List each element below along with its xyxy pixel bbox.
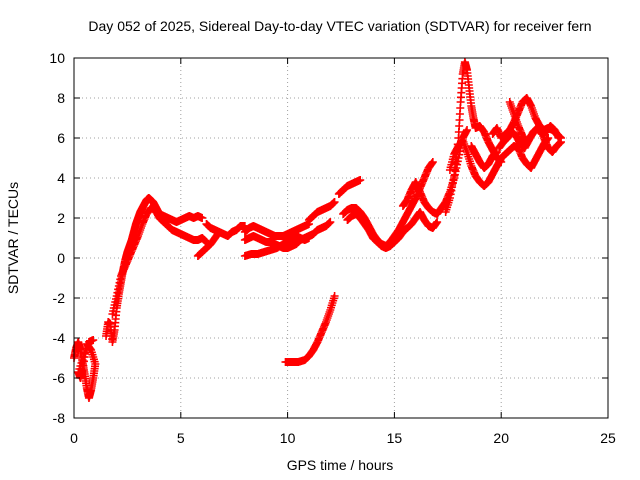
x-tick-label: 10 [280, 430, 296, 446]
data-point [356, 176, 365, 184]
y-tick-label: -2 [53, 290, 66, 306]
plot-frame [73, 57, 609, 419]
data-point [428, 158, 437, 166]
x-tick-label: 0 [70, 430, 78, 446]
data-point [330, 198, 339, 206]
chart-title: Day 052 of 2025, Sidereal Day-to-day VTE… [88, 18, 591, 34]
y-tick-label: 8 [57, 90, 65, 106]
y-tick-label: 4 [57, 170, 65, 186]
y-tick-label: 10 [49, 50, 65, 66]
y-tick-label: -4 [53, 330, 66, 346]
data-point [326, 218, 335, 226]
x-tick-label: 20 [493, 430, 509, 446]
data-point [554, 134, 563, 142]
data-point [330, 292, 339, 300]
data-point [89, 336, 98, 344]
y-tick-label: -8 [53, 410, 66, 426]
data-point [215, 228, 224, 236]
data-point [433, 218, 442, 226]
y-tick-label: 0 [57, 250, 65, 266]
x-tick-label: 25 [600, 430, 616, 446]
y-tick-label: 6 [57, 130, 65, 146]
y-tick-label: -6 [53, 370, 66, 386]
x-axis-label: GPS time / hours [287, 457, 394, 473]
x-tick-label: 5 [177, 430, 185, 446]
data-point [463, 126, 472, 134]
x-tick-label: 15 [387, 430, 403, 446]
data-point [304, 234, 313, 242]
y-axis-label: SDTVAR / TECUs [5, 182, 21, 294]
y-axis-ticks: -8 -6 -4 -2 0 2 4 6 8 10 [49, 50, 608, 426]
y-tick-label: 2 [57, 210, 65, 226]
grid [74, 58, 608, 418]
x-axis-ticks: 0 5 10 15 20 25 [70, 58, 616, 446]
data-points [70, 58, 566, 402]
data-point [198, 214, 207, 222]
